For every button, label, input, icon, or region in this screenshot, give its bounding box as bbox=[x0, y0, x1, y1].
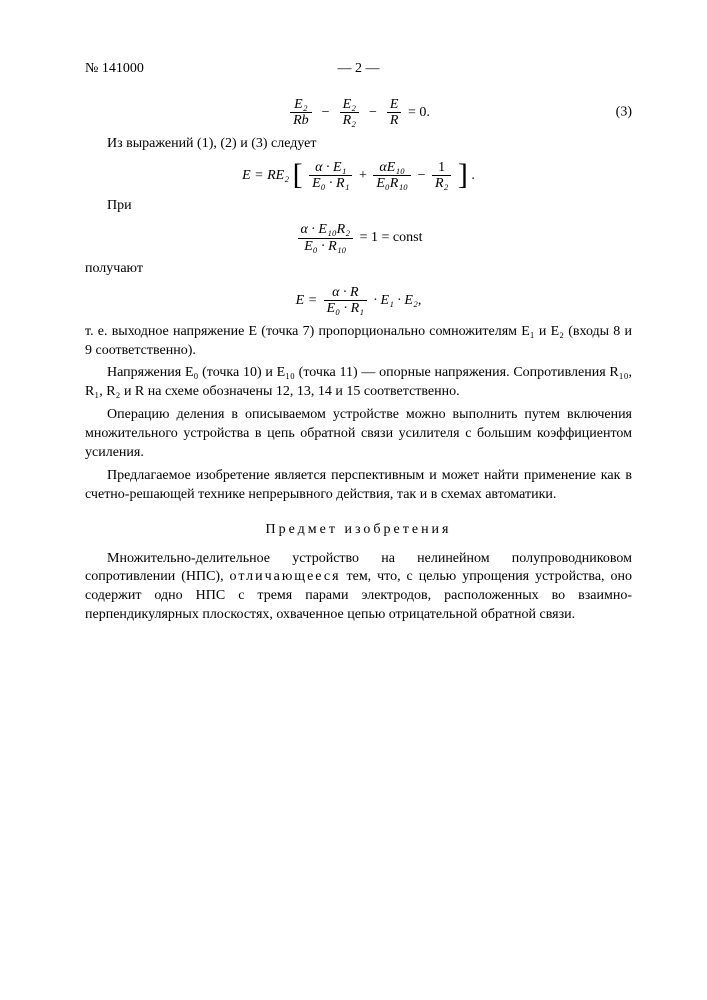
claim-paragraph: Множительно-делительное устройство на не… bbox=[85, 550, 632, 626]
eqfinal-den: E₀ · R₁ bbox=[324, 301, 367, 316]
eqmain-tail: . bbox=[471, 168, 475, 183]
eqconst-num: α · E₁₀R₂ bbox=[298, 222, 354, 238]
eq3-t2-den: R₂ bbox=[340, 113, 359, 128]
eqfinal-num: α · R bbox=[324, 285, 367, 301]
equation-3: E₂ Rb − E₂ R₂ − E R = 0. (3) bbox=[85, 97, 632, 129]
eqmain-t3-num: 1 bbox=[432, 160, 451, 176]
eq3-t2-num: E₂ bbox=[340, 97, 359, 113]
eqconst-rhs: = 1 = const bbox=[360, 230, 423, 245]
eq3-t3-den: R bbox=[387, 113, 402, 128]
equation-final: E = α · R E₀ · R₁ · E₁ · E₂, bbox=[85, 285, 632, 317]
page: № 141000 — 2 — № 141000 E₂ Rb − E₂ R₂ − … bbox=[0, 0, 707, 1000]
page-number: — 2 — bbox=[338, 60, 380, 79]
eqmain-plus: + bbox=[359, 168, 370, 183]
equation-const: α · E₁₀R₂ E₀ · R₁₀ = 1 = const bbox=[85, 222, 632, 254]
claim-distinct: отличающееся bbox=[230, 569, 341, 584]
eq3-number: (3) bbox=[616, 103, 632, 122]
eqmain-t3-den: R₂ bbox=[432, 176, 451, 191]
eqfinal-tail: · E₁ · E₂, bbox=[374, 293, 422, 308]
doc-number: № 141000 bbox=[85, 60, 144, 79]
eqmain-lhs: E = RE₂ bbox=[242, 168, 292, 183]
equation-main: E = RE₂ [ α · E₁ E₀ · R₁ + αE₁₀ E₀R₁₀ − … bbox=[85, 160, 632, 192]
paragraph-4: Предлагаемое изобретение является перспе… bbox=[85, 467, 632, 505]
text-poluch: получают bbox=[85, 260, 632, 279]
eq3-rhs: = 0. bbox=[408, 105, 430, 120]
eqconst-den: E₀ · R₁₀ bbox=[298, 239, 354, 254]
eqmain-t2-den: E₀R₁₀ bbox=[373, 176, 411, 191]
section-title: Предмет изобретения bbox=[85, 521, 632, 540]
eq3-t1-num: E₂ bbox=[290, 97, 312, 113]
eqmain-t1-den: E₀ · R₁ bbox=[309, 176, 352, 191]
eq3-t3-num: E bbox=[387, 97, 402, 113]
eqmain-t2-num: αE₁₀ bbox=[373, 160, 411, 176]
paragraph-3: Операцию деления в описываемом устройств… bbox=[85, 406, 632, 463]
text-pri: При bbox=[85, 197, 632, 216]
paragraph-2: Напряжения E₀ (точка 10) и E₁₀ (точка 11… bbox=[85, 364, 632, 402]
eqmain-t1-num: α · E₁ bbox=[309, 160, 352, 176]
eqfinal-lhs: E = bbox=[296, 293, 321, 308]
paragraph-1: т. е. выходное напряжение E (точка 7) пр… bbox=[85, 323, 632, 361]
page-header: № 141000 — 2 — № 141000 bbox=[85, 60, 632, 79]
text-follows: Из выражений (1), (2) и (3) следует bbox=[85, 135, 632, 154]
eqmain-minus: − bbox=[418, 168, 429, 183]
eq3-t1-den: Rb bbox=[290, 113, 312, 128]
